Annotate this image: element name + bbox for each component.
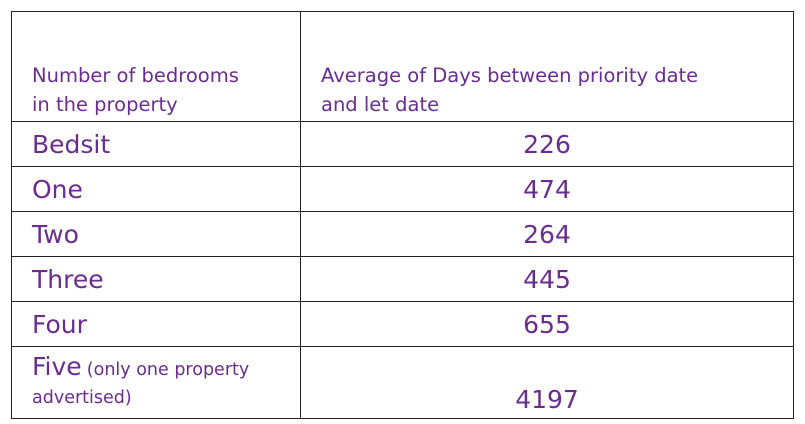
header-line: Average of Days between priority date: [321, 64, 699, 87]
row-value: 474: [300, 166, 794, 212]
column-header-bedrooms: Number of bedrooms in the property: [11, 11, 301, 122]
row-value: 4197: [300, 346, 794, 419]
row-label-text: Five: [32, 352, 82, 381]
table-row: One 474: [11, 166, 794, 212]
row-label: Two: [11, 211, 301, 257]
table-row: Three 445: [11, 256, 794, 302]
row-label-note: (only one property advertised): [32, 360, 250, 408]
row-value: 655: [300, 301, 794, 347]
header-line: Number of bedrooms: [32, 64, 239, 87]
table-header-row: Number of bedrooms in the property Averag…: [11, 11, 794, 122]
table-row: Bedsit 226: [11, 121, 794, 167]
row-label: Four: [11, 301, 301, 347]
row-value: 264: [300, 211, 794, 257]
bedrooms-days-table: Number of bedrooms in the property Averag…: [11, 11, 794, 419]
header-line: and let date: [321, 93, 440, 116]
row-value: 226: [300, 121, 794, 167]
table-row: Four 655: [11, 301, 794, 347]
table-row: Five (only one property advertised) 4197: [11, 346, 794, 419]
header-line: in the property: [32, 93, 178, 116]
row-label: Bedsit: [11, 121, 301, 167]
row-label: One: [11, 166, 301, 212]
row-value: 445: [300, 256, 794, 302]
table-row: Two 264: [11, 211, 794, 257]
row-label: Five (only one property advertised): [11, 346, 301, 419]
row-label: Three: [11, 256, 301, 302]
column-header-average-days: Average of Days between priority date and…: [300, 11, 794, 122]
